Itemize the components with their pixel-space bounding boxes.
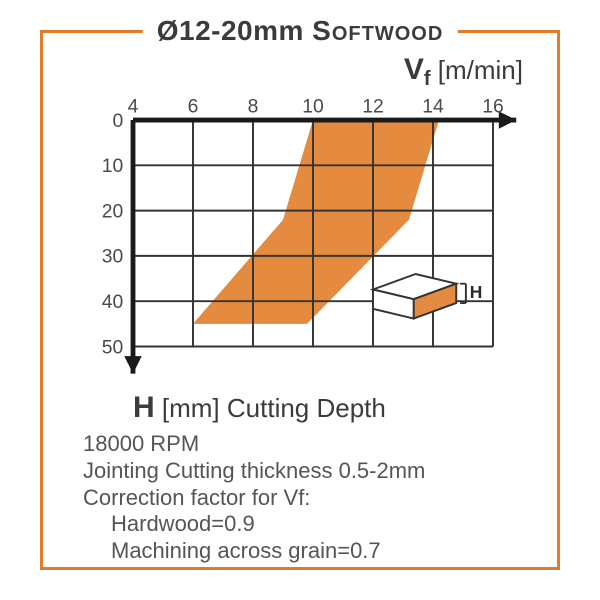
y-axis-arrow	[124, 356, 141, 373]
vf-subscript: f	[424, 68, 431, 90]
chart-card: Ø12-20mm Softwood Vf [m/min] 46810121416…	[40, 30, 560, 570]
cutting-depth-icon: H	[373, 274, 482, 319]
note-correction-header: Correction factor for Vf:	[83, 485, 527, 512]
y-tick-label: 50	[102, 336, 124, 358]
title-diameter: Ø12-20mm	[157, 15, 312, 46]
title-softwood: Softwood	[312, 15, 443, 46]
feedrate-depth-chart: 4 6 8 10 12 14 16 0 10 20 30 40 50 H	[83, 91, 543, 391]
x-tick-label: 6	[188, 95, 199, 117]
note-jointing: Jointing Cutting thickness 0.5-2mm	[83, 458, 527, 485]
y-tick-label: 30	[102, 246, 124, 268]
y-tick-label: 10	[102, 155, 124, 177]
y-tick-label: 40	[102, 291, 124, 313]
vf-unit: [m/min]	[431, 55, 523, 85]
y-axis-label: H [mm] Cutting Depth	[133, 391, 386, 425]
vf-symbol: V	[404, 53, 424, 86]
x-axis-label: Vf [m/min]	[404, 53, 523, 91]
y-tick-label: 20	[102, 200, 124, 222]
note-hardwood: Hardwood=0.9	[83, 511, 527, 538]
note-rpm: 18000 RPM	[83, 431, 527, 458]
x-tick-label: 4	[128, 95, 139, 117]
card-title: Ø12-20mm Softwood	[143, 15, 458, 47]
x-tick-label: 16	[482, 95, 504, 117]
y-tick-label: 0	[113, 110, 124, 132]
x-tick-label: 8	[248, 95, 259, 117]
x-tick-label: 14	[422, 95, 444, 117]
h-unit-text: [mm] Cutting Depth	[155, 393, 386, 423]
h-symbol: H	[133, 391, 155, 424]
notes-block: 18000 RPM Jointing Cutting thickness 0.5…	[83, 431, 527, 565]
x-tick-label: 10	[302, 95, 324, 117]
svg-text:H: H	[470, 282, 483, 302]
note-across-grain: Machining across grain=0.7	[83, 538, 527, 565]
x-tick-label: 12	[362, 95, 384, 117]
